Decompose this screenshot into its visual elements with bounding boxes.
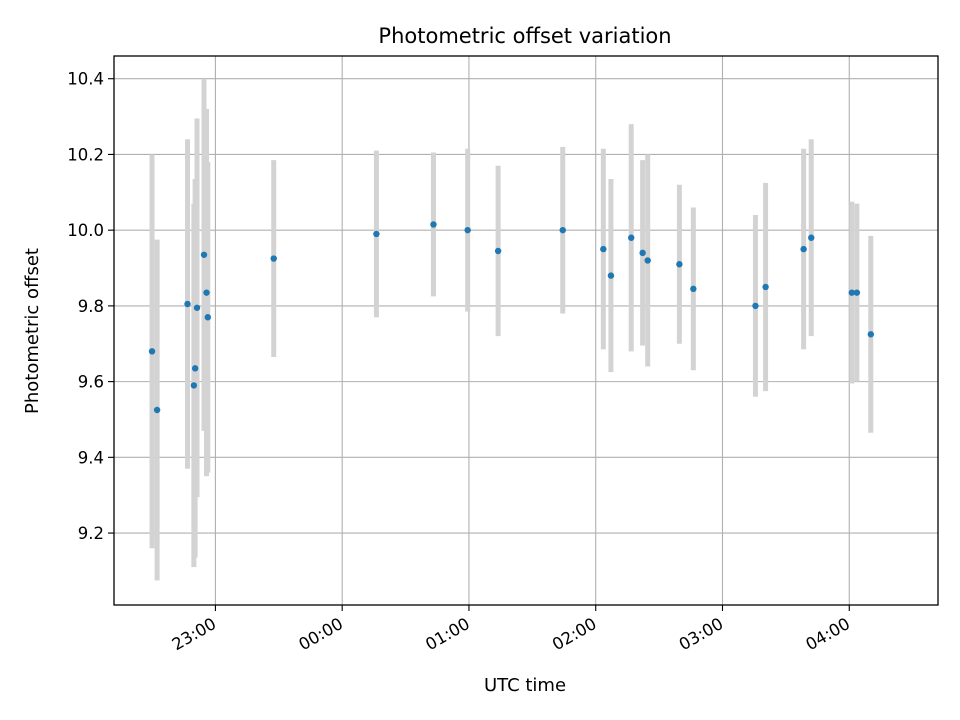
data-point: [373, 230, 380, 238]
data-point: [808, 234, 815, 241]
data-point: [628, 234, 635, 241]
data-point: [690, 285, 697, 293]
data-point: [203, 289, 210, 296]
data-point: [559, 226, 566, 234]
y-tick-label: 9.6: [78, 373, 104, 392]
y-axis-title: Photometric offset: [22, 248, 43, 414]
data-point: [184, 300, 191, 308]
y-tick-label: 9.8: [78, 297, 104, 316]
data-point: [464, 226, 471, 234]
data-point: [800, 245, 807, 253]
plot-frame: [113, 55, 939, 606]
data-point: [639, 249, 646, 257]
data-points: [148, 221, 875, 414]
data-point: [752, 302, 759, 310]
grid: [114, 56, 938, 605]
y-axis-ticks: 9.2 9.4 9.6 9.8 10.0 10.2 10.4: [67, 70, 114, 543]
data-point: [853, 289, 861, 296]
data-point: [191, 365, 199, 372]
data-point: [762, 283, 769, 291]
data-point: [494, 247, 502, 255]
data-point: [148, 348, 156, 355]
data-point: [848, 289, 855, 296]
y-tick-label: 10.4: [67, 70, 104, 89]
data-point: [153, 406, 161, 414]
y-tick-label: 9.2: [78, 524, 104, 543]
data-point: [676, 261, 683, 268]
data-point: [430, 221, 437, 228]
data-point: [867, 331, 875, 338]
data-point: [600, 245, 607, 253]
data-point: [644, 257, 651, 264]
y-tick-label: 10.0: [67, 221, 104, 240]
data-point: [270, 255, 277, 262]
data-point: [204, 314, 212, 321]
data-point: [190, 382, 198, 389]
data-point: [200, 251, 208, 258]
y-tick-label: 10.2: [67, 145, 104, 164]
chart-title: Photometric offset variation: [378, 24, 671, 48]
y-tick-label: 9.4: [78, 448, 104, 467]
data-point: [607, 272, 615, 279]
data-point: [193, 304, 201, 311]
x-axis-title: UTC time: [484, 675, 566, 696]
